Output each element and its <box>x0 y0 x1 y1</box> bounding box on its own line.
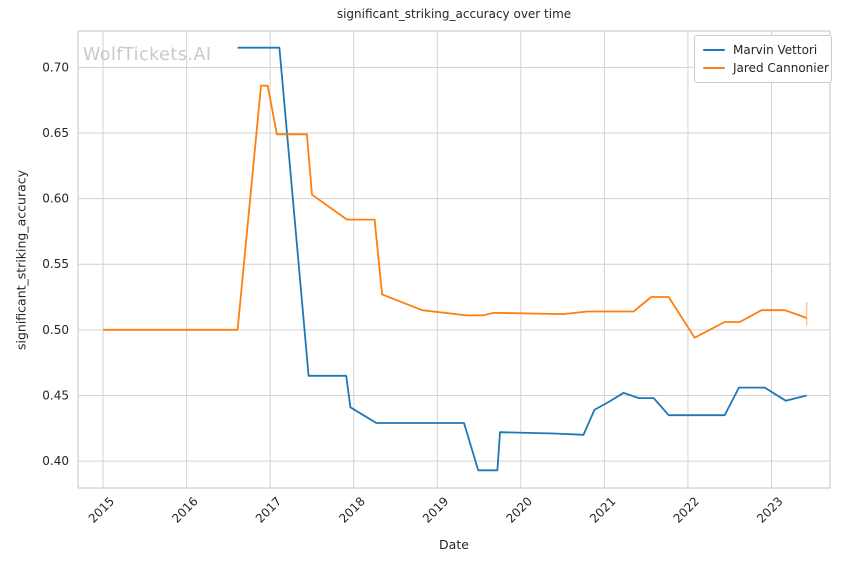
watermark: WolfTickets.AI <box>83 45 212 65</box>
series-line-marvin-vettori <box>237 46 807 472</box>
x-tick-label: 2023 <box>754 494 785 525</box>
y-tick-label: 0.50 <box>42 323 69 337</box>
legend: Marvin Vettori Jared Cannonier <box>694 35 832 83</box>
y-axis-label: significant_striking_accuracy <box>13 169 29 351</box>
x-tick-label: 2016 <box>169 494 200 525</box>
x-tick-label: 2021 <box>587 494 618 525</box>
y-tick-label: 0.65 <box>42 126 69 140</box>
x-tick-label: 2015 <box>86 494 117 525</box>
y-tick-label: 0.40 <box>42 454 69 468</box>
x-tick-label: 2019 <box>420 494 451 525</box>
x-tick-label: 2022 <box>671 494 702 525</box>
legend-line-swatch-orange <box>703 66 725 70</box>
legend-line-swatch-blue <box>703 48 725 52</box>
legend-label: Jared Cannonier <box>733 61 829 75</box>
y-tick-label: 0.60 <box>42 192 69 206</box>
y-tick-label: 0.45 <box>42 388 69 402</box>
x-tick-label: 2017 <box>253 494 284 525</box>
series-line-jared-cannonier <box>103 84 807 339</box>
y-tick-label: 0.55 <box>42 257 69 271</box>
chart-title: significant_striking_accuracy over time <box>336 7 572 21</box>
x-axis-label: Date <box>439 537 469 552</box>
plot-frame <box>77 30 831 489</box>
legend-item-marvin-vettori: Marvin Vettori <box>703 41 823 59</box>
x-tick-label: 2020 <box>503 494 534 525</box>
y-tick-label: 0.70 <box>42 60 69 74</box>
legend-item-jared-cannonier: Jared Cannonier <box>703 59 829 77</box>
legend-label: Marvin Vettori <box>733 43 818 57</box>
x-tick-label: 2018 <box>336 494 367 525</box>
